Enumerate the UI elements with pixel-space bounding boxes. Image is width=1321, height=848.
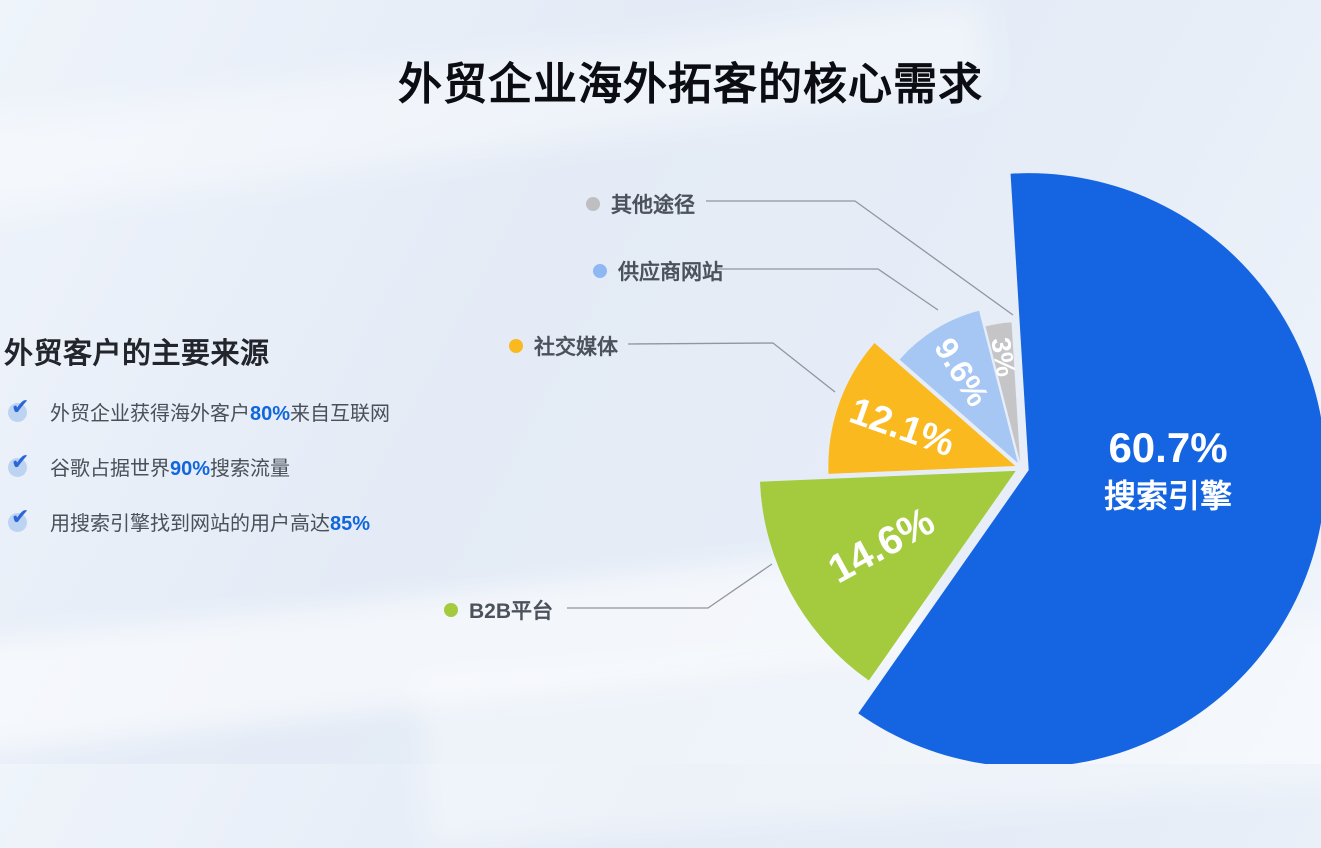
stat-highlight: 80%: [250, 402, 291, 425]
slice-label-percent-search-engine: 60.7%: [1108, 424, 1227, 471]
legend-item-b2b-platform: B2B平台: [444, 595, 553, 625]
legend-item-other-channel: 其他途径: [586, 189, 695, 219]
pie-slice-social-media[interactable]: [828, 342, 1016, 474]
fact-text: 用搜索引擎找到网站的用户高达85%: [50, 512, 371, 535]
fact-item: ✔ 外贸企业获得海外客户80%来自互联网: [8, 394, 438, 426]
fact-list: ✔ 外贸企业获得海外客户80%来自互联网 ✔ 谷歌占据世界90%搜索流量 ✔ 用…: [8, 394, 438, 561]
legend-item-supplier-website: 供应商网站: [593, 256, 723, 286]
fact-text: 谷歌占据世界90%搜索流量: [50, 457, 291, 480]
pie-slice-supplier-website[interactable]: [899, 310, 1018, 463]
legend-label: 供应商网站: [618, 261, 723, 284]
legend-dot-social-icon: [509, 339, 523, 353]
section-heading: 外贸客户的主要来源: [4, 338, 270, 370]
legend-label: 社交媒体: [534, 336, 618, 359]
fact-item: ✔ 谷歌占据世界90%搜索流量: [8, 449, 438, 481]
stat-highlight: 90%: [170, 457, 211, 480]
check-icon: ✔: [8, 449, 36, 479]
stat-highlight: 85%: [330, 512, 371, 535]
legend-dot-supplier-icon: [593, 264, 607, 278]
label-line-social-media: [627, 342, 836, 393]
legend-label: B2B平台: [469, 600, 554, 623]
legend-label: 其他途径: [611, 194, 695, 217]
page-title: 外贸企业海外拓客的核心需求: [398, 60, 983, 109]
check-icon: ✔: [8, 504, 36, 534]
slice-label-name-search-engine: 搜索引擎: [1104, 478, 1232, 514]
fact-item: ✔ 用搜索引擎找到网站的用户高达85%: [8, 504, 438, 536]
fact-text: 外贸企业获得海外客户80%来自互联网: [50, 402, 391, 425]
label-line-supplier-website: [717, 268, 939, 311]
pie-slice-search-engine[interactable]: [858, 173, 1321, 764]
slice-label-percent-other-channel: 3%: [985, 335, 1021, 378]
legend-dot-other-icon: [586, 197, 600, 211]
check-icon: ✔: [8, 394, 36, 424]
legend-item-social-media: 社交媒体: [509, 331, 618, 361]
label-line-other-channel: [706, 200, 1014, 316]
label-line-b2b-platform: [567, 563, 773, 609]
pie-slice-b2b-platform[interactable]: [759, 470, 1016, 681]
pie-slice-other-channel[interactable]: [985, 322, 1021, 463]
legend-dot-b2b-icon: [444, 603, 458, 617]
